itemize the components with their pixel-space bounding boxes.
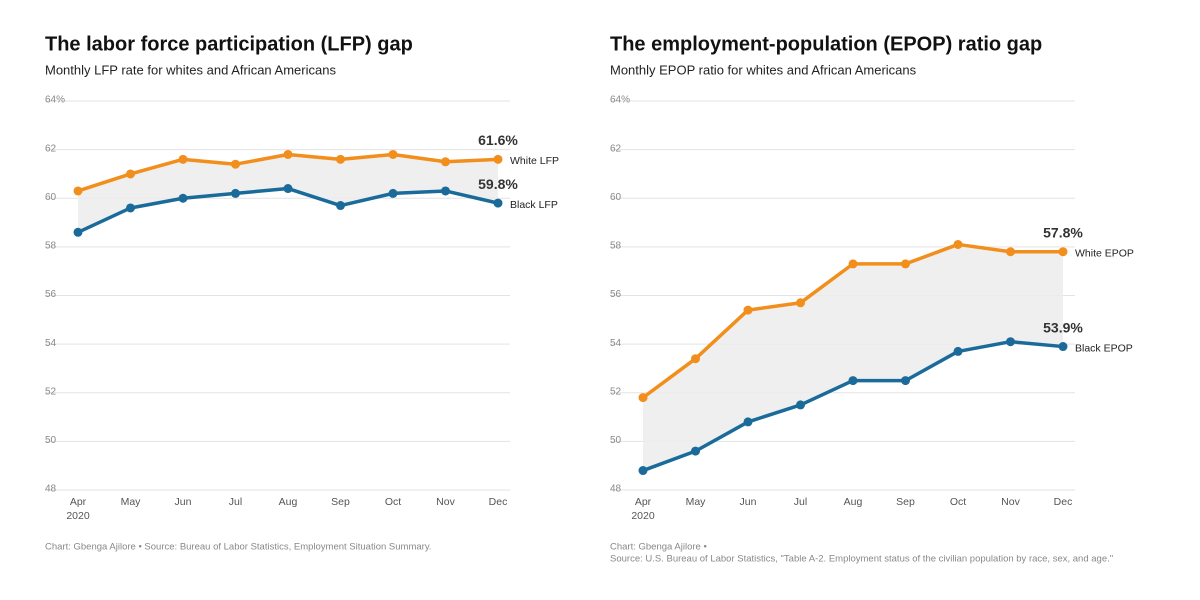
value-label: 53.9% (1043, 319, 1083, 335)
data-point (743, 417, 753, 427)
data-point (493, 154, 503, 164)
x-tick-label: Apr (70, 496, 87, 508)
data-point (441, 157, 450, 167)
y-tick-label: 56 (610, 289, 622, 300)
data-point (638, 393, 648, 403)
y-tick-label: 52 (45, 386, 57, 397)
data-point (953, 346, 963, 356)
chart-panel: The labor force participation (LFP) gap M… (45, 33, 559, 553)
data-point (743, 305, 753, 315)
y-tick-label: 62 (610, 143, 622, 154)
x-tick-label: Sep (896, 496, 915, 508)
data-point (1006, 337, 1015, 347)
data-point (283, 149, 293, 159)
data-point (1058, 247, 1068, 257)
value-label: 57.8% (1043, 224, 1083, 240)
y-tick-label: 54 (45, 338, 57, 349)
x-tick-label: Dec (489, 496, 508, 508)
gap-area (78, 154, 498, 233)
x-tick-label: Sep (331, 496, 350, 508)
source-note: Source: U.S. Bureau of Labor Statistics,… (610, 554, 1113, 565)
x-tick-label: Jun (175, 496, 192, 508)
y-tick-label: 58 (610, 241, 622, 252)
x-tick-label: Jul (794, 496, 807, 508)
y-tick-label: 50 (45, 435, 57, 446)
x-year-label: 2020 (631, 510, 655, 522)
data-point (231, 188, 240, 198)
series-label: Black EPOP (1075, 342, 1133, 354)
x-tick-label: Jun (740, 496, 757, 508)
series-label: White EPOP (1075, 248, 1134, 260)
source-note: Chart: Gbenga Ajilore • Source: Bureau o… (45, 542, 432, 553)
data-point (336, 201, 345, 211)
data-point (178, 193, 188, 203)
data-point (73, 227, 83, 237)
chart-panel: The employment-population (EPOP) ratio g… (610, 33, 1134, 565)
data-point (796, 400, 805, 410)
y-tick-label: 64% (45, 95, 65, 106)
gap-area (643, 244, 1063, 471)
chart-title: The labor force participation (LFP) gap (45, 33, 413, 55)
value-label: 61.6% (478, 132, 518, 148)
data-point (901, 376, 910, 386)
chart-subtitle: Monthly EPOP ratio for whites and Africa… (610, 62, 917, 77)
data-point (848, 376, 858, 386)
y-tick-label: 52 (610, 386, 622, 397)
data-point (901, 259, 910, 269)
data-point (126, 203, 135, 213)
y-tick-label: 60 (610, 192, 622, 203)
data-point (283, 184, 293, 194)
data-point (953, 239, 963, 249)
x-year-label: 2020 (66, 510, 90, 522)
x-tick-label: May (121, 496, 142, 508)
chart-subtitle: Monthly LFP rate for whites and African … (45, 62, 336, 77)
value-label: 59.8% (478, 176, 518, 192)
data-point (231, 159, 240, 169)
data-point (388, 149, 398, 159)
chart-title: The employment-population (EPOP) ratio g… (610, 33, 1042, 55)
y-tick-label: 54 (610, 338, 622, 349)
data-point (493, 198, 503, 208)
data-point (126, 169, 135, 179)
data-point (638, 466, 648, 476)
x-tick-label: Apr (635, 496, 652, 508)
data-point (691, 446, 700, 456)
x-tick-label: Dec (1054, 496, 1073, 508)
x-tick-label: Nov (436, 496, 455, 508)
x-tick-label: Jul (229, 496, 242, 508)
data-point (691, 354, 700, 364)
data-point (336, 154, 345, 164)
data-point (73, 186, 83, 196)
x-tick-label: Aug (279, 496, 298, 508)
x-tick-label: Aug (844, 496, 863, 508)
series-label: Black LFP (510, 199, 558, 211)
data-point (178, 154, 188, 164)
y-tick-label: 64% (610, 95, 630, 106)
y-tick-label: 56 (45, 289, 57, 300)
y-tick-label: 58 (45, 241, 57, 252)
x-tick-label: Nov (1001, 496, 1020, 508)
x-tick-label: Oct (385, 496, 401, 508)
x-tick-label: May (686, 496, 707, 508)
series-label: White LFP (510, 155, 559, 167)
y-tick-label: 62 (45, 143, 57, 154)
data-point (388, 188, 398, 198)
data-point (441, 186, 450, 196)
y-tick-label: 48 (610, 484, 622, 495)
y-tick-label: 48 (45, 484, 57, 495)
data-point (1058, 342, 1068, 352)
source-note: Chart: Gbenga Ajilore • (610, 542, 707, 553)
y-tick-label: 50 (610, 435, 622, 446)
data-point (1006, 247, 1015, 257)
data-point (796, 298, 805, 308)
x-tick-label: Oct (950, 496, 966, 508)
data-point (848, 259, 858, 269)
y-tick-label: 60 (45, 192, 57, 203)
